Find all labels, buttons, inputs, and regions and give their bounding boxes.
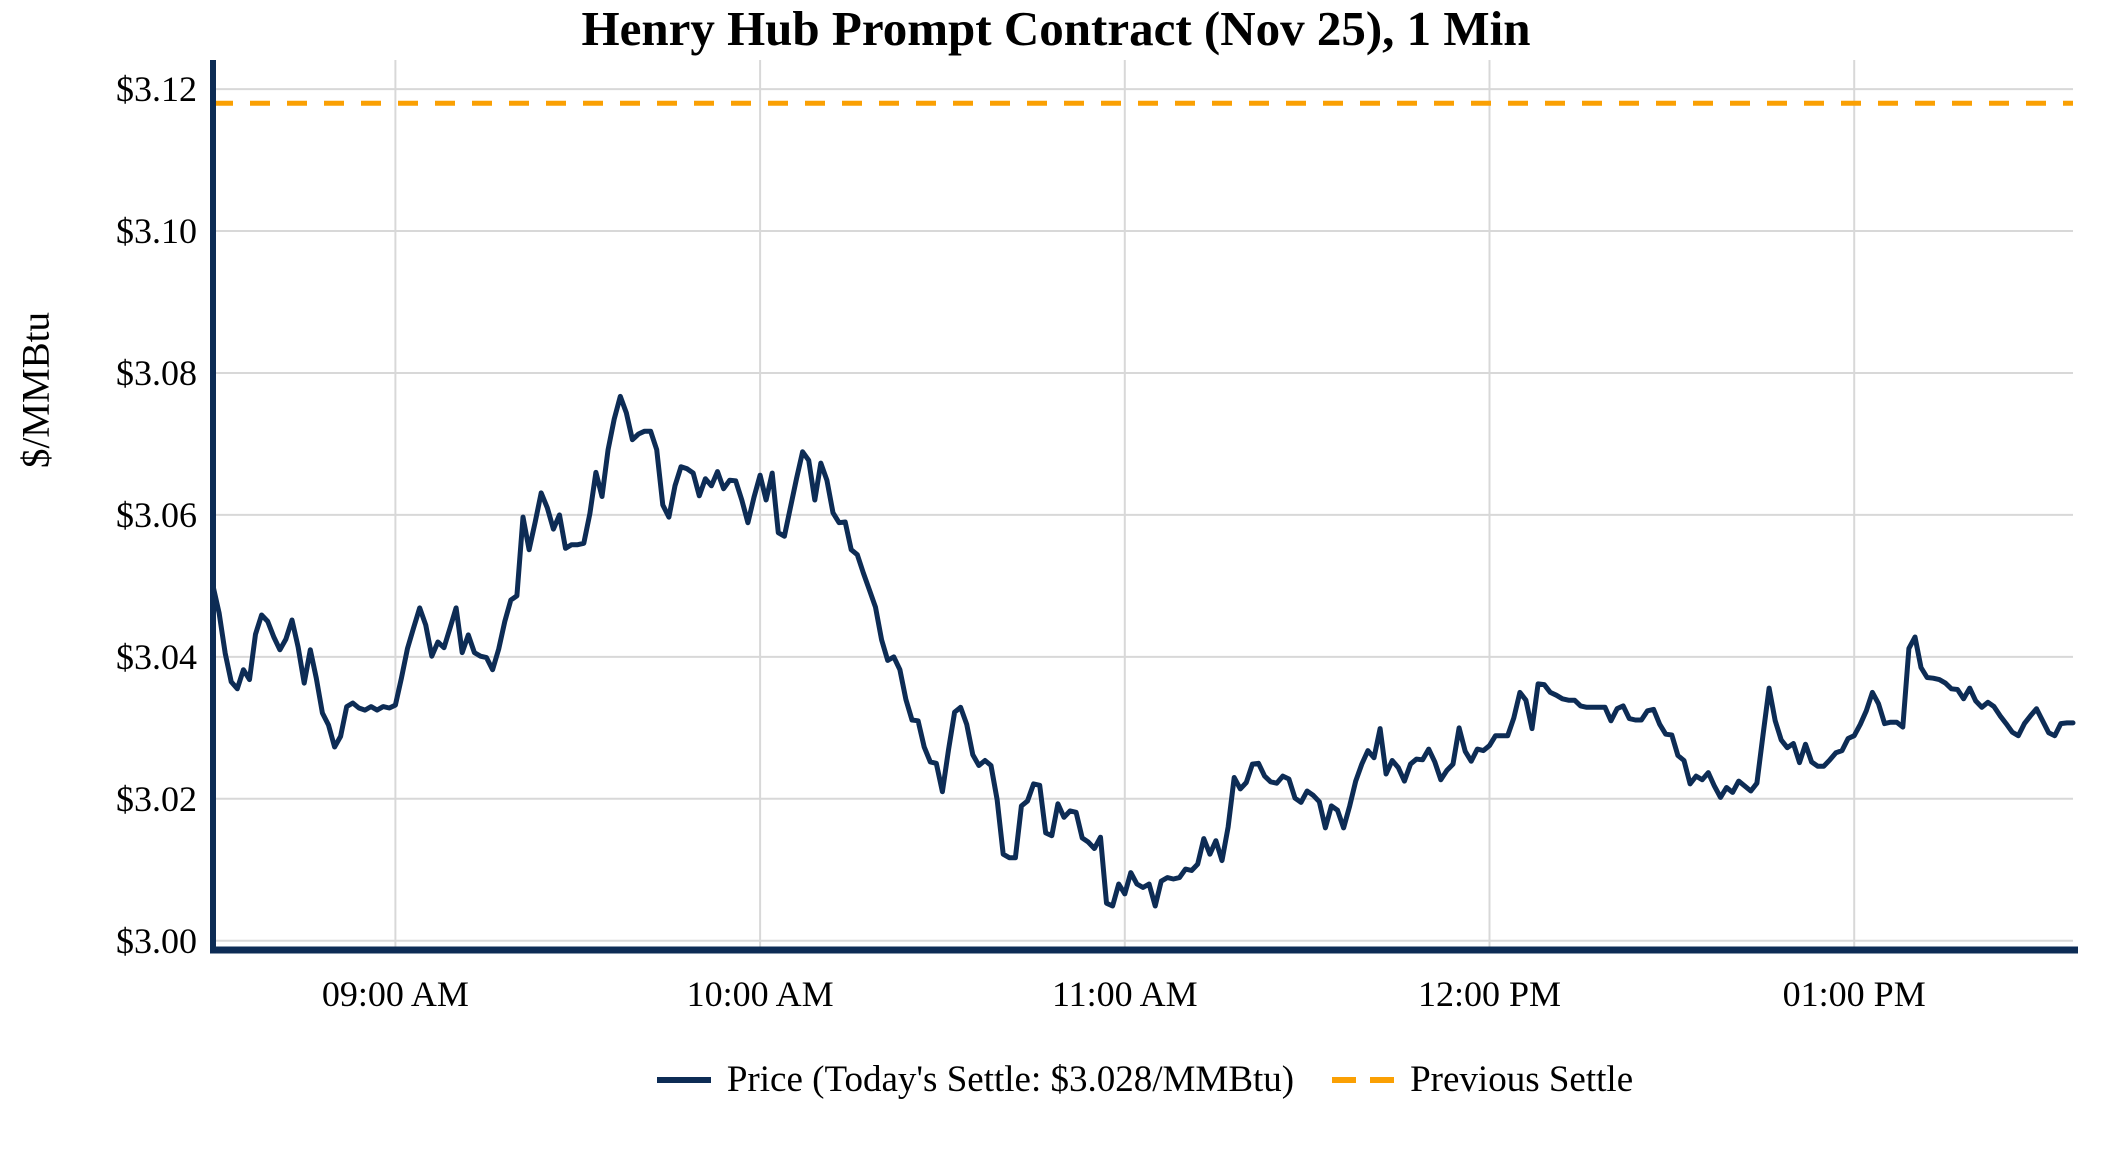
y-tick-label: $3.02 bbox=[116, 779, 197, 819]
previous-settle-swatch bbox=[1332, 1076, 1395, 1083]
legend-item-previous-settle: Previous Settle bbox=[1330, 1058, 1633, 1101]
y-tick-label: $3.10 bbox=[116, 211, 197, 251]
x-tick-label: 12:00 PM bbox=[1418, 974, 1561, 1014]
y-tick-label: $3.12 bbox=[116, 69, 197, 109]
legend: Price (Today's Settle: $3.028/MMBtu) Pre… bbox=[213, 1058, 2075, 1101]
y-tick-label: $3.06 bbox=[116, 495, 197, 535]
y-tick-label: $3.00 bbox=[116, 921, 197, 961]
price-line bbox=[210, 393, 2076, 909]
x-tick-label: 11:00 AM bbox=[1052, 974, 1198, 1014]
x-tick-label: 01:00 PM bbox=[1783, 974, 1926, 1014]
legend-item-price: Price (Today's Settle: $3.028/MMBtu) bbox=[655, 1058, 1294, 1101]
x-tick-label: 09:00 AM bbox=[322, 974, 469, 1014]
y-tick-label: $3.08 bbox=[116, 353, 197, 393]
y-axis-label: $/MMBtu bbox=[14, 311, 58, 469]
legend-previous-settle-label: Previous Settle bbox=[1410, 1059, 1634, 1100]
y-tick-label: $3.04 bbox=[116, 637, 197, 677]
chart-title: Henry Hub Prompt Contract (Nov 25), 1 Mi… bbox=[581, 1, 1531, 56]
price-line-swatch bbox=[656, 1076, 711, 1083]
x-tick-label: 10:00 AM bbox=[687, 974, 834, 1014]
legend-price-label: Price (Today's Settle: $3.028/MMBtu) bbox=[726, 1059, 1295, 1100]
